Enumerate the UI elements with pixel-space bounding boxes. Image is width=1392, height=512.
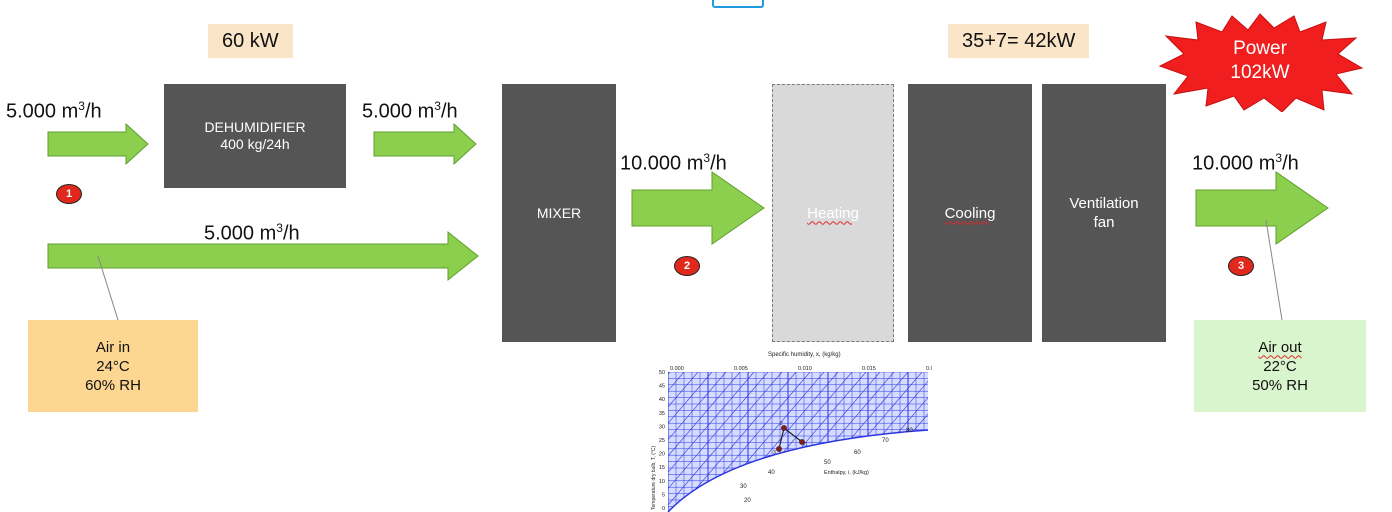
psychro-top-tick: 0.000: [670, 366, 684, 372]
psychro-left-tick: 5: [662, 492, 665, 498]
dehumidifier-capacity: 400 kg/24h: [220, 136, 290, 152]
arrow-after-dehumidifier: [373, 122, 477, 166]
psychro-point-3: [776, 446, 782, 452]
heating-box: Heating: [772, 84, 894, 342]
psychro-enthalpy-tick: 20: [744, 498, 751, 504]
air-out-humidity: 50% RH: [1252, 376, 1308, 394]
psychro-enthalpy-tick: 40: [768, 470, 775, 476]
flow-label-bypass: 5.000 m3/h: [204, 221, 300, 245]
fan-label: fan: [1093, 214, 1115, 231]
air-out-box: Air out 22°C 50% RH: [1194, 320, 1366, 412]
psychro-left-tick: 20: [659, 452, 665, 458]
psychro-enthalpy-tick: 80: [906, 428, 913, 434]
psychro-top-tick: 0.010: [798, 366, 812, 372]
psychro-enthalpy-tick: 70: [882, 438, 889, 444]
psychro-left-tick: 50: [659, 370, 665, 376]
psychro-point-label-1: 1: [805, 442, 808, 448]
psychro-saturated-area: [668, 372, 928, 512]
flow-label-out: 10.000 m3/h: [1192, 151, 1299, 175]
psychro-top-axis-title: Specific humidity, x, (kg/kg): [768, 352, 841, 358]
cooling-box: Cooling: [908, 84, 1032, 342]
mixer-box: MIXER: [502, 84, 616, 342]
flow-label-in: 5.000 m3/h: [6, 99, 102, 123]
psychro-left-tick: 35: [659, 411, 665, 417]
psychro-enthalpy-title: Enthalpy, i, (kJ/kg): [824, 470, 869, 476]
hvac-power-label: 35+7= 42kW: [948, 24, 1090, 58]
psychro-left-tick: 0: [662, 506, 665, 512]
ventilation-label: Ventilation: [1069, 195, 1139, 212]
psychro-point-label-3: 3: [773, 450, 776, 456]
point-marker-1: 1: [56, 184, 82, 204]
dehumidifier-power-label: 60 kW: [208, 24, 293, 58]
arrow-bypass: [47, 230, 479, 282]
psychro-left-axis-title: Temperature dry bulb, T, (°C): [651, 446, 657, 510]
psychro-left-tick: 25: [659, 438, 665, 444]
heating-label: Heating: [807, 204, 859, 222]
psychro-enthalpy-tick: 50: [824, 460, 831, 466]
psychrometric-chart: Specific humidity, x, (kg/kg) 0.000 0.005…: [651, 352, 932, 512]
power-burst-line2: 102kW: [1230, 62, 1289, 83]
mixer-label: MIXER: [536, 204, 582, 221]
air-out-temperature: 22°C: [1263, 357, 1297, 375]
psychro-enthalpy-tick: 60: [854, 450, 861, 456]
air-in-humidity: 60% RH: [85, 376, 141, 394]
psychro-saturation-curve: [667, 429, 929, 512]
flow-label-after-mixer: 10.000 m3/h: [620, 151, 727, 175]
point-marker-3: 3: [1228, 256, 1254, 276]
psychro-enthalpy-tick: 30: [740, 484, 747, 490]
arrow-after-mixer: [631, 171, 765, 245]
air-in-temperature: 24°C: [96, 357, 130, 375]
air-in-box: Air in 24°C 60% RH: [28, 320, 198, 412]
psychro-left-tick: 15: [659, 465, 665, 471]
top-label-box: [712, 0, 764, 8]
arrow-inlet: [47, 122, 149, 166]
power-burst: Power 102kW: [1158, 13, 1364, 112]
arrow-outlet: [1195, 171, 1329, 245]
psychro-left-tick: 40: [659, 397, 665, 403]
psychro-point-2: [781, 425, 787, 431]
dehumidifier-title: DEHUMIDIFIER: [204, 119, 306, 135]
air-out-title: Air out: [1258, 338, 1302, 356]
psychro-point-label-2: 2: [780, 421, 783, 427]
flow-label-after-dehumidifier: 5.000 m3/h: [362, 99, 458, 123]
cooling-label: Cooling: [944, 204, 996, 222]
point-marker-2: 2: [674, 256, 700, 276]
psychro-left-tick: 10: [659, 479, 665, 485]
power-burst-line1: Power: [1233, 38, 1288, 59]
psychro-point-1: [799, 439, 805, 445]
air-in-title: Air in: [95, 338, 131, 356]
psychro-left-tick: 45: [659, 384, 665, 390]
ventilation-fan-box: Ventilation fan: [1042, 84, 1166, 342]
psychro-top-tick: 0.015: [862, 366, 876, 372]
psychro-top-tick: 0.020: [926, 366, 932, 372]
psychro-top-tick: 0.005: [734, 366, 748, 372]
psychro-left-tick: 30: [659, 424, 665, 430]
dehumidifier-box: DEHUMIDIFIER 400 kg/24h: [164, 84, 346, 188]
